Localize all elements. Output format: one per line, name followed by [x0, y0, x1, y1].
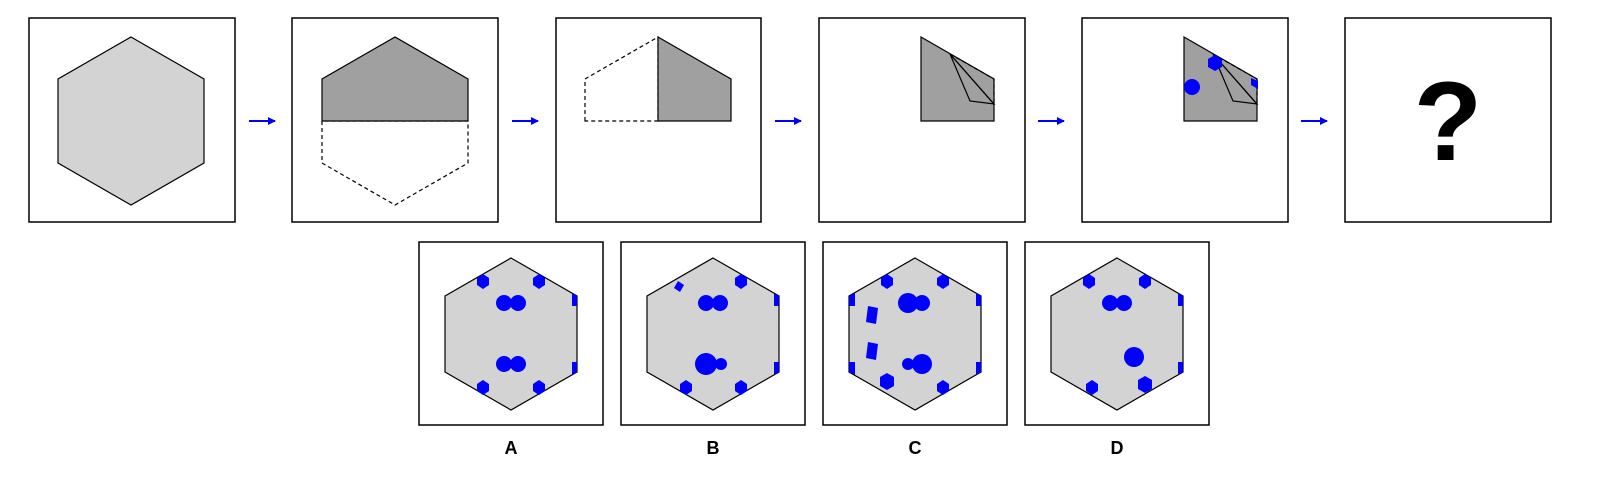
option-label[interactable]: A — [505, 438, 518, 458]
hexagon-hole — [1139, 274, 1151, 289]
hexagon-hole — [1178, 293, 1183, 306]
step-2-fold-in-half — [291, 17, 499, 223]
hexagon-hole — [735, 380, 747, 395]
hexagon-hole — [1178, 362, 1183, 375]
hexagon-hole — [976, 362, 981, 375]
question-mark: ? — [1414, 59, 1482, 184]
hexagon-hole — [572, 362, 577, 375]
circle-hole — [902, 358, 914, 370]
hexagon-hole — [1086, 380, 1098, 395]
step-6-unknown: ? — [1344, 17, 1552, 223]
hexagon-hole — [572, 293, 577, 306]
hexagon-hole — [774, 293, 779, 306]
hexagon-hole — [881, 274, 893, 289]
circle-hole — [715, 358, 727, 370]
hexagon-hole — [880, 373, 894, 390]
step-1-full-hexagon — [28, 17, 236, 223]
folded-paper — [321, 36, 469, 122]
circle-hole — [695, 353, 717, 375]
hexagon-hole — [849, 293, 855, 306]
hexagon-hole — [674, 281, 684, 292]
circle-hole — [914, 295, 930, 311]
option-label[interactable]: B — [707, 438, 720, 458]
hexagon-hole — [937, 274, 949, 289]
step-5-punch-holes — [1081, 17, 1289, 223]
circle-hole — [712, 295, 728, 311]
option-b[interactable]: B — [620, 241, 806, 458]
hexagon-hole — [680, 380, 692, 395]
circle-hole — [698, 295, 714, 311]
hexagon-hole — [976, 293, 981, 306]
option-label[interactable]: C — [909, 438, 922, 458]
punched-circle-hole — [1184, 79, 1200, 95]
hexagon-hole — [937, 380, 949, 395]
circle-hole — [1116, 295, 1132, 311]
option-c[interactable]: C — [822, 241, 1008, 458]
step-4-fold-corner — [818, 17, 1026, 223]
circle-hole — [898, 293, 918, 313]
square-hole — [866, 342, 878, 360]
circle-hole — [496, 295, 512, 311]
hexagon-hole — [735, 274, 747, 289]
hexagon-hole — [774, 362, 779, 375]
hexagon-hole — [477, 274, 489, 289]
hexagon-hole — [477, 380, 489, 395]
option-label[interactable]: D — [1111, 438, 1124, 458]
option-d[interactable]: D — [1024, 241, 1210, 458]
circle-hole — [510, 356, 526, 372]
hexagon-hole — [533, 274, 545, 289]
step-3-fold-in-half-again — [555, 17, 762, 223]
square-hole — [866, 306, 878, 324]
circle-hole — [510, 295, 526, 311]
punched-hexagon-hole — [1251, 78, 1258, 89]
hexagon-hole — [849, 362, 855, 375]
folded-paper — [657, 35, 732, 122]
paper-hexagon — [57, 36, 205, 206]
fold-outline-dashed — [1212, 53, 1258, 104]
circle-hole — [496, 356, 512, 372]
circle-hole — [912, 354, 932, 374]
circle-hole — [1102, 295, 1118, 311]
fold-crease — [949, 53, 993, 103]
fold-outline-dashed — [949, 53, 995, 104]
circle-hole — [1124, 347, 1144, 367]
hexagon-hole — [1138, 376, 1152, 393]
punched-hexagon-hole — [1208, 55, 1222, 71]
hexagon-hole — [1083, 274, 1095, 289]
hexagon-hole — [533, 380, 545, 395]
step-frame — [1344, 17, 1552, 223]
option-a[interactable]: A — [418, 241, 604, 458]
